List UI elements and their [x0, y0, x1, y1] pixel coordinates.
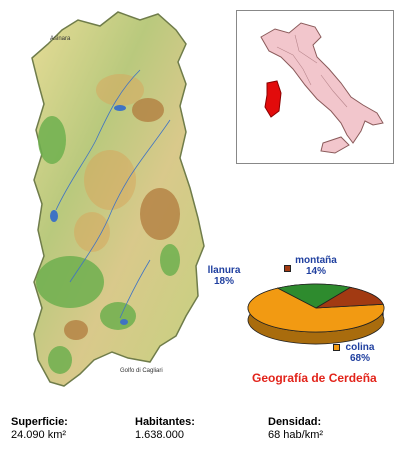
relief-mountains: [64, 98, 180, 340]
sardinia-highlight: [264, 80, 282, 118]
swatch-colina: [333, 344, 340, 351]
pie-slice-colina: [247, 287, 385, 333]
stat-superficie: Superficie: 24.090 km²: [11, 416, 68, 442]
label-montana-percent: 14%: [305, 266, 326, 277]
label-llanura: llanura 18%: [204, 265, 244, 287]
pie-slice-llanura: [276, 283, 352, 309]
rivers: [55, 69, 171, 319]
italy-mainland: [260, 22, 384, 144]
label-colina-name: colina: [345, 342, 375, 353]
sardinia-relief-map: Asinara Golfo di Cagliari: [31, 11, 205, 387]
swatch-montana: [284, 265, 291, 272]
lakes: [50, 105, 128, 325]
stat-habitantes-value: 1.638.000: [135, 429, 184, 441]
label-colina-percent: 68%: [349, 353, 370, 364]
label-llanura-percent: 18%: [213, 276, 234, 287]
map-label-asinara: Asinara: [50, 36, 71, 42]
label-llanura-name: llanura: [207, 265, 241, 276]
stat-superficie-label: Superficie:: [11, 416, 68, 428]
stat-densidad: Densidad: 68 hab/km²: [268, 416, 323, 442]
chart-title: Geografía de Cerdeña: [252, 371, 377, 385]
map-label-golfo: Golfo di Cagliari: [120, 368, 163, 374]
stat-habitantes-label: Habitantes:: [135, 416, 195, 428]
stat-densidad-value: 68 hab/km²: [268, 429, 324, 441]
label-montana-name: montaña: [295, 255, 337, 266]
stat-superficie-value: 24.090 km²: [11, 429, 67, 441]
italy-locator-inset: [236, 10, 394, 164]
relief-hills: [74, 74, 144, 252]
relief-lowlands: [36, 116, 180, 374]
sicily: [320, 136, 350, 154]
label-colina: colina 68%: [343, 342, 377, 364]
stat-densidad-label: Densidad:: [268, 416, 322, 428]
region-borders: [276, 34, 348, 108]
pie-slice-montana: [315, 286, 384, 309]
label-montana: montaña 14%: [280, 255, 352, 277]
geography-pie-chart: [247, 283, 385, 345]
stat-habitantes: Habitantes: 1.638.000: [135, 416, 195, 442]
pie-top: [247, 283, 385, 333]
